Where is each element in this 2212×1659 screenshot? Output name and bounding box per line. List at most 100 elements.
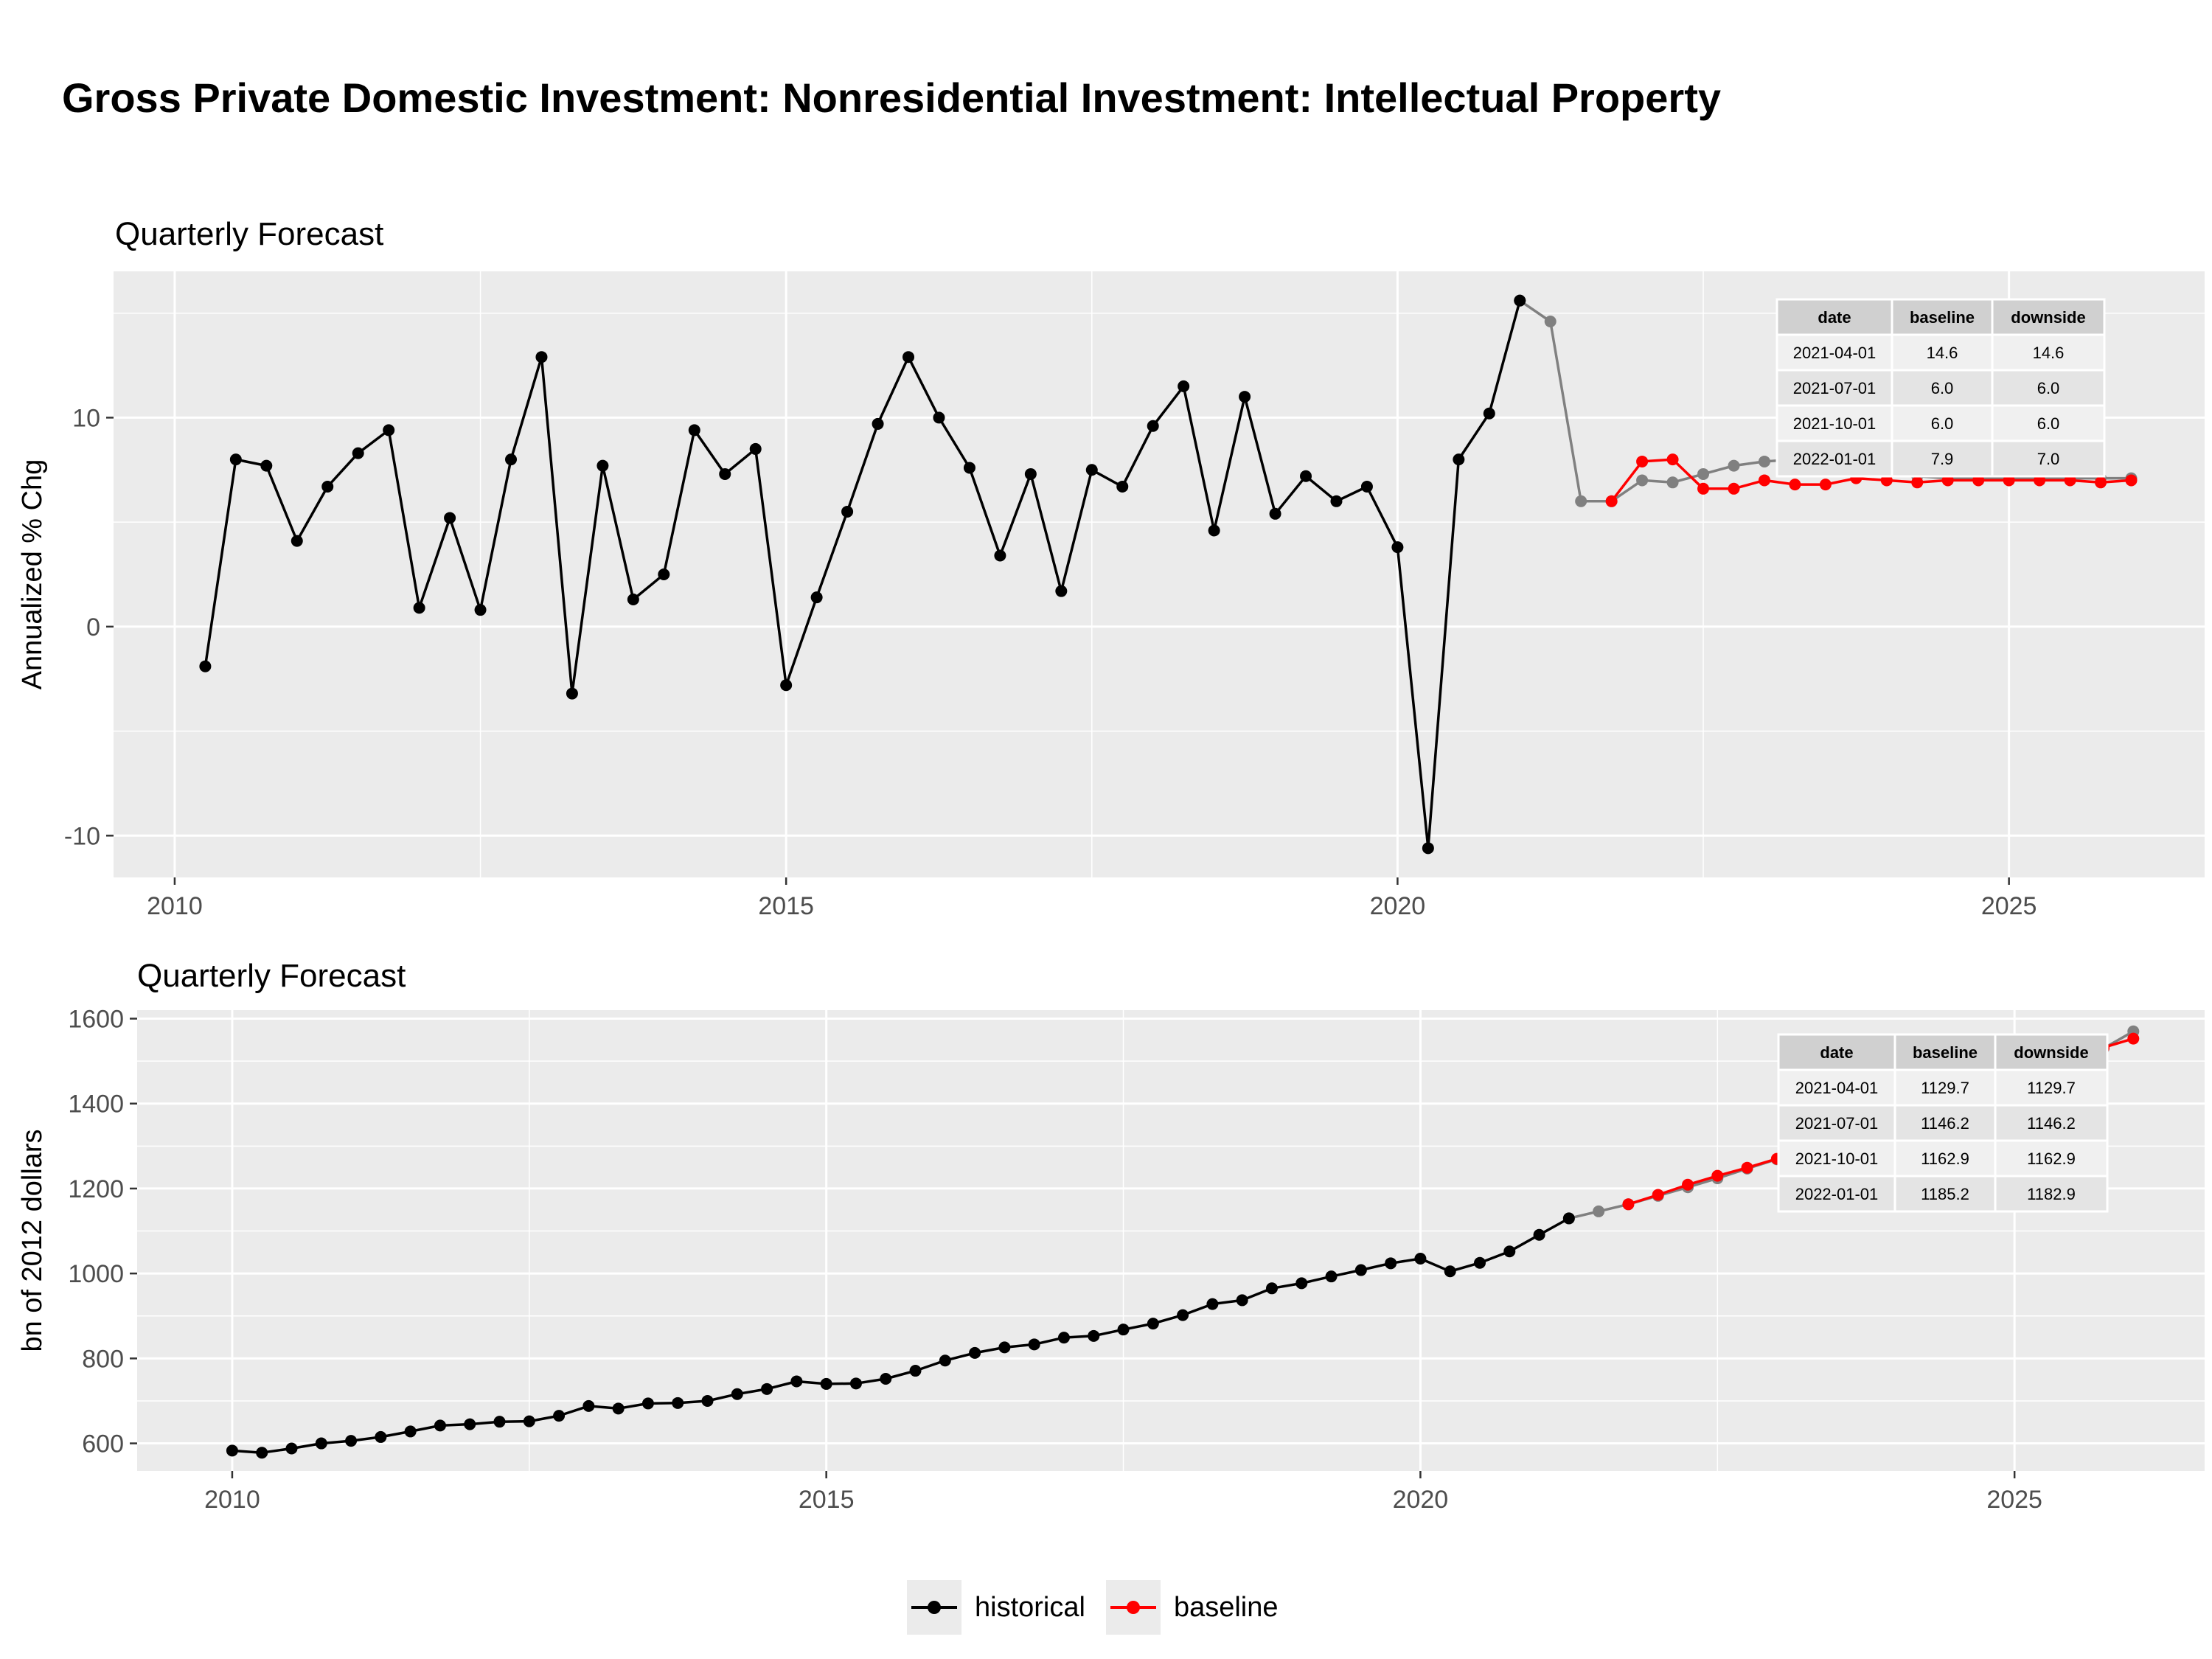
chart1-point-historical [761, 1382, 773, 1395]
chart0-point-historical [1085, 464, 1098, 476]
chart1-point-historical [315, 1437, 327, 1450]
chart1-point-historical [880, 1373, 892, 1385]
chart1-point-downside [1593, 1205, 1605, 1217]
chart0-point-historical [688, 424, 700, 437]
chart0-table-header-cell [1891, 298, 1994, 336]
chart1-point-baseline [2127, 1032, 2140, 1045]
chart0-point-historical [260, 459, 273, 472]
chart1-point-historical [998, 1341, 1011, 1354]
chart0-table-header-date: date [1818, 308, 1851, 327]
chart0-point-historical [719, 467, 731, 480]
chart1-point-historical [1354, 1264, 1367, 1276]
chart1-point-historical [1177, 1309, 1189, 1321]
chart1-table-cell-bg [1994, 1139, 2109, 1178]
chart0-point-historical [352, 447, 364, 459]
chart0-point-downside [1697, 467, 1710, 480]
chart1-point-baseline [1652, 1189, 1664, 1201]
chart1-point-baseline [1860, 1124, 1872, 1136]
chart1-ytick-label: 600 [82, 1430, 124, 1458]
chart1-ytick-label: 800 [82, 1345, 124, 1373]
chart0-table-cell-bg [1991, 404, 2106, 442]
chart0-point-downside [1544, 316, 1557, 328]
chart0-point-historical [1453, 453, 1465, 466]
chart0-point-historical [810, 591, 823, 604]
chart1-point-historical [672, 1397, 684, 1409]
chart0-point-baseline [1605, 495, 1618, 507]
chart1-point-baseline [2008, 1073, 2021, 1085]
chart1-series-historical [226, 1212, 1575, 1459]
chart1-point-baseline [1978, 1083, 1991, 1096]
chart1-point-historical [1265, 1282, 1278, 1295]
chart0-point-historical [994, 549, 1006, 562]
chart1-point-historical [612, 1402, 625, 1415]
chart1-point-historical [849, 1377, 862, 1390]
legend-item-baseline: baseline [1105, 1580, 1279, 1635]
chart1-point-downside [1978, 1084, 1991, 1096]
chart0-point-historical [1147, 420, 1159, 432]
chart1-table-cell-bg [1893, 1104, 1997, 1142]
chart0-point-historical [658, 568, 670, 580]
chart1-point-historical [1473, 1256, 1486, 1269]
chart1-point-historical [731, 1388, 743, 1400]
chart1-point-baseline [1830, 1133, 1843, 1146]
chart0-point-historical [444, 512, 456, 524]
chart1-point-historical [345, 1435, 358, 1447]
chart0-point-downside [1758, 455, 1770, 467]
chart1-point-historical [582, 1399, 595, 1412]
chart0-table-cell: 6.0 [1931, 379, 1954, 397]
chart1-point-historical [1028, 1338, 1040, 1351]
chart0-point-historical [474, 604, 487, 616]
chart0-table-cell-bg [1991, 333, 2106, 372]
chart0-xtick-label: 2025 [1981, 892, 2037, 920]
chart0-point-historical [535, 351, 548, 364]
chart0-point-historical [1422, 842, 1434, 855]
chart1-table-cell-bg [1777, 1104, 1896, 1142]
chart0-point-historical [780, 679, 793, 692]
chart0-table-cell: 2021-10-01 [1793, 414, 1877, 433]
chart0-xtick-label: 2020 [1370, 892, 1426, 920]
chart0-point-historical [505, 453, 518, 466]
chart0-table-cell: 6.0 [1931, 414, 1954, 433]
chart1-point-downside [2127, 1025, 2140, 1037]
chart0-point-baseline [2095, 476, 2107, 489]
chart1-table-cell: 1185.2 [1921, 1185, 1969, 1203]
chart0-xtick-label: 2015 [758, 892, 814, 920]
chart0-point-historical [1330, 495, 1343, 507]
chart1-point-downside [1919, 1105, 1932, 1117]
chart1-xtick-label: 2020 [1393, 1486, 1449, 1514]
chart0-point-historical [1024, 467, 1037, 480]
chart0-point-baseline [2125, 474, 2138, 487]
chart1-table-cell: 2021-10-01 [1795, 1150, 1879, 1168]
chart0-table-cell: 2022-01-01 [1793, 450, 1877, 468]
chart0-ytick-label: 10 [72, 404, 100, 432]
chart0-point-historical [872, 417, 884, 430]
chart0-point-historical [1514, 294, 1526, 307]
chart1-point-downside [1801, 1144, 1813, 1156]
chart1-point-historical [1117, 1324, 1130, 1336]
chart1-point-downside [2067, 1053, 2080, 1065]
chart0-table-cell: 14.6 [1927, 344, 1958, 362]
chart1-series-downside [1562, 1025, 2140, 1225]
chart1-panel [137, 1010, 2205, 1471]
legend: historical baseline [907, 1578, 1299, 1637]
chart0-table-cell: 6.0 [2037, 414, 2060, 433]
chart1-table-header-cell [1777, 1033, 1896, 1071]
chart1-table-cell: 2022-01-01 [1795, 1185, 1879, 1203]
chart1-point-historical [1385, 1257, 1397, 1270]
chart1-table-cell-bg [1994, 1068, 2109, 1107]
chart0-point-historical [1483, 407, 1495, 420]
chart1-point-historical [464, 1418, 476, 1430]
chart1-point-historical [1562, 1212, 1575, 1225]
chart1-point-downside [1949, 1094, 1961, 1107]
chart1-point-historical [434, 1419, 446, 1432]
chart1-point-historical [256, 1447, 268, 1459]
chart1-table-cell: 2021-04-01 [1795, 1079, 1879, 1097]
chart0-point-historical [627, 594, 639, 606]
chart0-point-baseline [1819, 479, 1832, 491]
chart1-point-downside [2008, 1074, 2021, 1087]
chart0-table-cell-bg [1775, 404, 1893, 442]
chart1-point-downside [1890, 1115, 1902, 1127]
chart1-point-historical [1147, 1318, 1159, 1330]
chart1-table-cell-bg [1994, 1175, 2109, 1213]
chart1-point-baseline [1682, 1178, 1694, 1191]
